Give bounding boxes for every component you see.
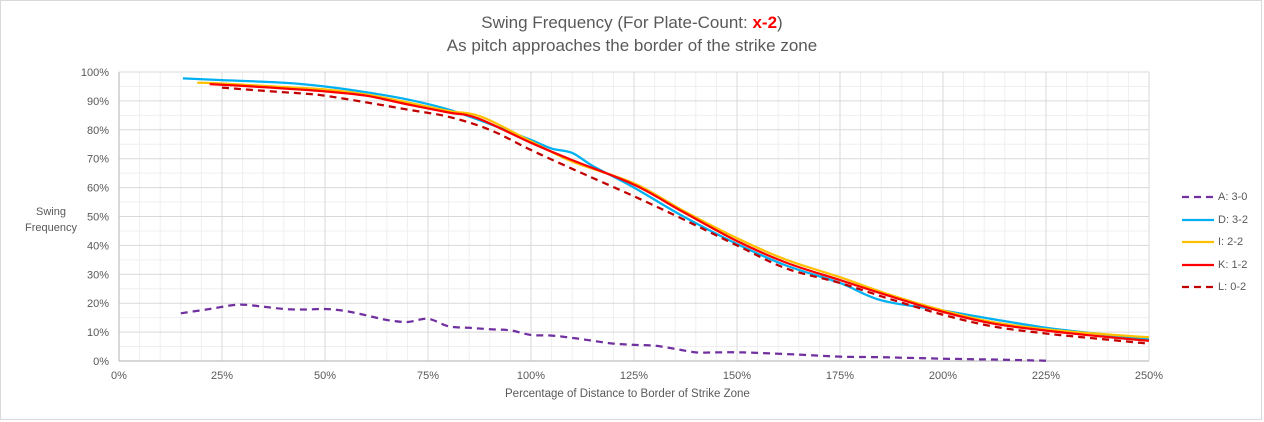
y-tick-label: 90% xyxy=(87,96,109,108)
legend: A: 3-0 D: 3-2 I: 2-2 K: 1-2 L: 0-2 xyxy=(1180,186,1264,299)
legend-swatch xyxy=(1182,241,1214,244)
series-line-i-2-2 xyxy=(197,81,1150,339)
x-axis-title: Percentage of Distance to Border of Stri… xyxy=(505,388,750,400)
legend-item-d-3-2: D: 3-2 xyxy=(1180,209,1264,232)
legend-swatch xyxy=(1182,286,1214,289)
legend-swatch xyxy=(1182,196,1214,199)
y-axis-title-line2: Frequency xyxy=(25,222,77,234)
y-tick-label: 20% xyxy=(87,298,109,310)
legend-swatch xyxy=(1182,218,1214,221)
series-line-k-1-2 xyxy=(209,83,1150,342)
series-line-a-3-0 xyxy=(180,303,1047,362)
x-tick-label: 100% xyxy=(517,370,545,382)
y-axis-title-line1: Swing xyxy=(36,206,66,218)
x-tick-label: 125% xyxy=(620,370,648,382)
chart-subtitle: As pitch approaches the border of the st… xyxy=(446,36,818,55)
x-tick-label: 200% xyxy=(929,370,957,382)
legend-label: K: 1-2 xyxy=(1218,258,1248,271)
axes xyxy=(118,72,1149,362)
legend-label: A: 3-0 xyxy=(1218,191,1248,204)
y-tick-label: 100% xyxy=(81,67,109,79)
legend-item-l-0-2: L: 0-2 xyxy=(1180,276,1264,299)
legend-label: I: 2-2 xyxy=(1218,236,1244,249)
x-tick-label: 250% xyxy=(1135,370,1163,382)
major-gridlines xyxy=(118,71,1150,362)
legend-item-i-2-2: I: 2-2 xyxy=(1180,231,1264,254)
series-lines xyxy=(180,77,1150,362)
x-tick-label: 75% xyxy=(417,370,439,382)
y-tick-label: 80% xyxy=(87,125,109,137)
x-tick-label: 50% xyxy=(314,370,336,382)
chart-title: Swing Frequency (For Plate-Count: x-2) xyxy=(0,12,1264,33)
legend-item-k-1-2: K: 1-2 xyxy=(1180,254,1264,277)
y-tick-label: 70% xyxy=(87,154,109,166)
x-tick-label: 0% xyxy=(111,370,127,382)
x-tick-label: 175% xyxy=(826,370,854,382)
y-axis-title: Swing Frequency xyxy=(20,204,82,236)
series-line-l-0-2 xyxy=(221,86,1150,345)
y-tick-label: 10% xyxy=(87,327,109,339)
y-tick-labels: 0% 10% 20% 30% 40% 50% 60% 70% 80% 90% 100% xyxy=(81,67,109,368)
legend-label: L: 0-2 xyxy=(1218,281,1247,294)
y-tick-label: 0% xyxy=(93,356,109,368)
legend-swatch xyxy=(1182,263,1214,266)
y-tick-label: 30% xyxy=(87,269,109,281)
x-tick-label: 25% xyxy=(211,370,233,382)
x-tick-label: 150% xyxy=(723,370,751,382)
chart-title-text: Swing Frequency (For Plate-Count: xyxy=(481,13,753,32)
y-tick-label: 60% xyxy=(87,183,109,195)
series-line-d-3-2 xyxy=(182,77,1150,341)
chart-title-close: ) xyxy=(777,13,783,32)
legend-item-a-3-0: A: 3-0 xyxy=(1180,186,1264,209)
y-tick-label: 50% xyxy=(87,212,109,224)
x-tick-label: 225% xyxy=(1032,370,1060,382)
chart-title-highlight: x-2 xyxy=(752,13,778,32)
y-tick-label: 40% xyxy=(87,240,109,252)
x-tick-labels: 0% 25% 50% 75% 100% 125% 150% 175% 200% 225% 250% xyxy=(111,370,1163,382)
legend-label: D: 3-2 xyxy=(1218,213,1248,226)
